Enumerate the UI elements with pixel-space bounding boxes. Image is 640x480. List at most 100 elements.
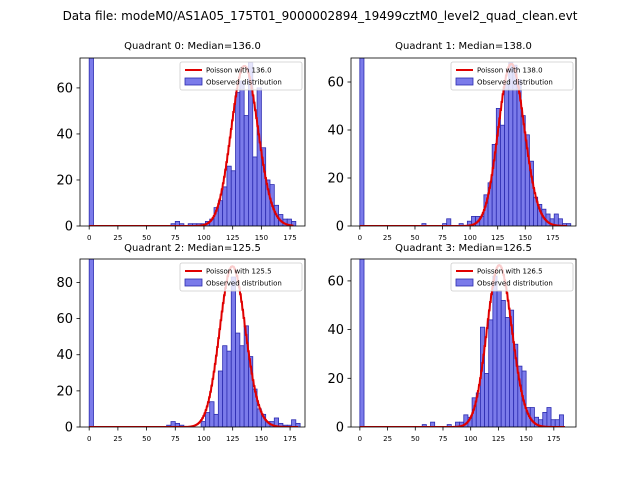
y-tick-label: 60 bbox=[327, 76, 344, 91]
poisson-fit-line bbox=[89, 265, 299, 427]
poisson-fit-line bbox=[359, 264, 565, 427]
histogram-bar bbox=[529, 160, 534, 226]
axes-frame bbox=[79, 258, 306, 428]
y-tick-label: 20 bbox=[56, 173, 73, 188]
plot-area: 0 25 50 75 100 125 150 175 0 20 40 60 80 Poisson with… bbox=[56, 258, 306, 443]
x-tick-label: 0 bbox=[87, 234, 91, 242]
histogram-bar bbox=[222, 186, 228, 226]
x-tick-label: 175 bbox=[547, 435, 560, 443]
histogram-bar bbox=[230, 170, 236, 226]
x-tick-label: 100 bbox=[464, 435, 477, 443]
y-tick-label: 60 bbox=[56, 81, 73, 96]
x-tick-label: 50 bbox=[411, 234, 420, 242]
histogram-bar bbox=[488, 319, 494, 427]
histogram-bar bbox=[239, 80, 245, 226]
panel-title: Quadrant 0: Median=136.0 bbox=[124, 41, 261, 52]
x-tick-label: 100 bbox=[197, 435, 210, 443]
y-tick-label: 0 bbox=[65, 421, 73, 436]
x-tick-label: 125 bbox=[226, 435, 239, 443]
y-tick-label: 0 bbox=[336, 220, 344, 235]
y-tick-label: 0 bbox=[65, 220, 73, 235]
legend: Poisson with 136.0 Observed distribution bbox=[179, 61, 303, 91]
x-tick-label: 0 bbox=[87, 435, 91, 443]
histogram-bar bbox=[230, 276, 236, 427]
histogram-bar bbox=[421, 223, 427, 226]
x-tick-label: 50 bbox=[142, 234, 151, 242]
y-tick-label: 0 bbox=[336, 421, 344, 436]
histogram-bar bbox=[557, 218, 563, 226]
y-tick-label: 40 bbox=[56, 348, 73, 363]
histogram-bar bbox=[484, 373, 490, 427]
y-tick-label: 60 bbox=[327, 274, 344, 289]
x-tick-label: 100 bbox=[197, 234, 210, 242]
axes-frame bbox=[79, 57, 306, 227]
x-tick-label: 25 bbox=[113, 234, 122, 242]
x-tick-label: 125 bbox=[226, 234, 239, 242]
axes-frame bbox=[350, 258, 577, 428]
x-tick-label: 25 bbox=[383, 435, 392, 443]
axes-frame bbox=[350, 57, 577, 227]
legend-fit-label: Poisson with 136.0 bbox=[206, 67, 272, 75]
histogram-bar bbox=[446, 218, 452, 226]
legend-bar-swatch bbox=[184, 278, 203, 287]
legend-observed-label: Observed distribution bbox=[477, 280, 553, 288]
histogram-bar bbox=[458, 223, 464, 226]
histogram-bar bbox=[273, 417, 279, 427]
x-tick-label: 75 bbox=[438, 234, 447, 242]
histogram-bar bbox=[504, 317, 510, 427]
panel-title: Quadrant 1: Median=138.0 bbox=[395, 41, 532, 52]
legend-fit-label: Poisson with 126.5 bbox=[477, 268, 543, 276]
legend-bar-swatch bbox=[455, 278, 474, 287]
y-tick-label: 40 bbox=[327, 323, 344, 338]
x-tick-label: 25 bbox=[113, 435, 122, 443]
legend-frame bbox=[179, 61, 303, 91]
legend-observed-label: Observed distribution bbox=[477, 79, 553, 87]
x-tick-label: 175 bbox=[283, 234, 296, 242]
legend-bar-swatch bbox=[184, 77, 203, 86]
histogram-bar bbox=[200, 421, 206, 427]
legend-observed-label: Observed distribution bbox=[206, 79, 282, 87]
x-tick-label: 150 bbox=[519, 234, 532, 242]
histogram-bar bbox=[252, 156, 258, 226]
histogram-bar bbox=[558, 414, 564, 427]
legend: Poisson with 138.0 Observed distribution bbox=[450, 61, 574, 91]
histogram-bar bbox=[546, 407, 552, 427]
legend-fit-label: Poisson with 125.5 bbox=[206, 268, 272, 276]
panel-title: Quadrant 2: Median=125.5 bbox=[124, 243, 261, 254]
y-tick-label: 40 bbox=[56, 127, 73, 142]
quadrant-0-panel: Quadrant 0: Median=136.0 0 25 50 75 100 125 15… bbox=[56, 41, 306, 242]
histogram-bar bbox=[226, 165, 232, 226]
histogram-bar bbox=[291, 419, 297, 427]
histogram-bar bbox=[256, 87, 262, 226]
x-tick-label: 125 bbox=[492, 435, 505, 443]
x-tick-label: 150 bbox=[255, 234, 268, 242]
histogram-bar bbox=[291, 220, 297, 226]
plot-area: 0 25 50 75 100 125 150 175 0 20 40 60 Poisson with 1… bbox=[56, 57, 306, 242]
x-tick-label: 175 bbox=[546, 234, 559, 242]
histogram-bar bbox=[359, 58, 365, 226]
histogram-bar bbox=[500, 124, 505, 226]
legend: Poisson with 126.5 Observed distribution bbox=[450, 262, 574, 292]
x-tick-label: 150 bbox=[255, 435, 268, 443]
histogram-bar bbox=[566, 223, 572, 226]
x-tick-label: 175 bbox=[283, 435, 296, 443]
quadrant-3-panel: Quadrant 3: Median=126.5 0 25 50 75 100 125 15… bbox=[327, 243, 577, 443]
x-tick-label: 50 bbox=[411, 435, 420, 443]
legend-fit-label: Poisson with 138.0 bbox=[477, 67, 543, 75]
x-tick-label: 75 bbox=[439, 435, 448, 443]
quadrant-1-panel: Quadrant 1: Median=138.0 0 25 50 75 100 125 15… bbox=[327, 41, 577, 242]
histogram-bar bbox=[209, 401, 215, 427]
histogram-bar bbox=[88, 259, 94, 427]
histogram-bar bbox=[243, 115, 249, 226]
histogram-bar bbox=[239, 345, 245, 427]
panel-title: Quadrant 3: Median=126.5 bbox=[395, 243, 532, 254]
histogram-bar bbox=[222, 345, 228, 427]
histogram-bar bbox=[235, 92, 241, 226]
legend-frame bbox=[450, 61, 574, 91]
histogram-bar bbox=[554, 419, 560, 427]
x-tick-label: 150 bbox=[519, 435, 532, 443]
histogram-bar bbox=[205, 412, 211, 427]
legend-bar-swatch bbox=[455, 77, 474, 86]
x-tick-label: 125 bbox=[491, 234, 504, 242]
histogram-bar bbox=[496, 290, 502, 427]
